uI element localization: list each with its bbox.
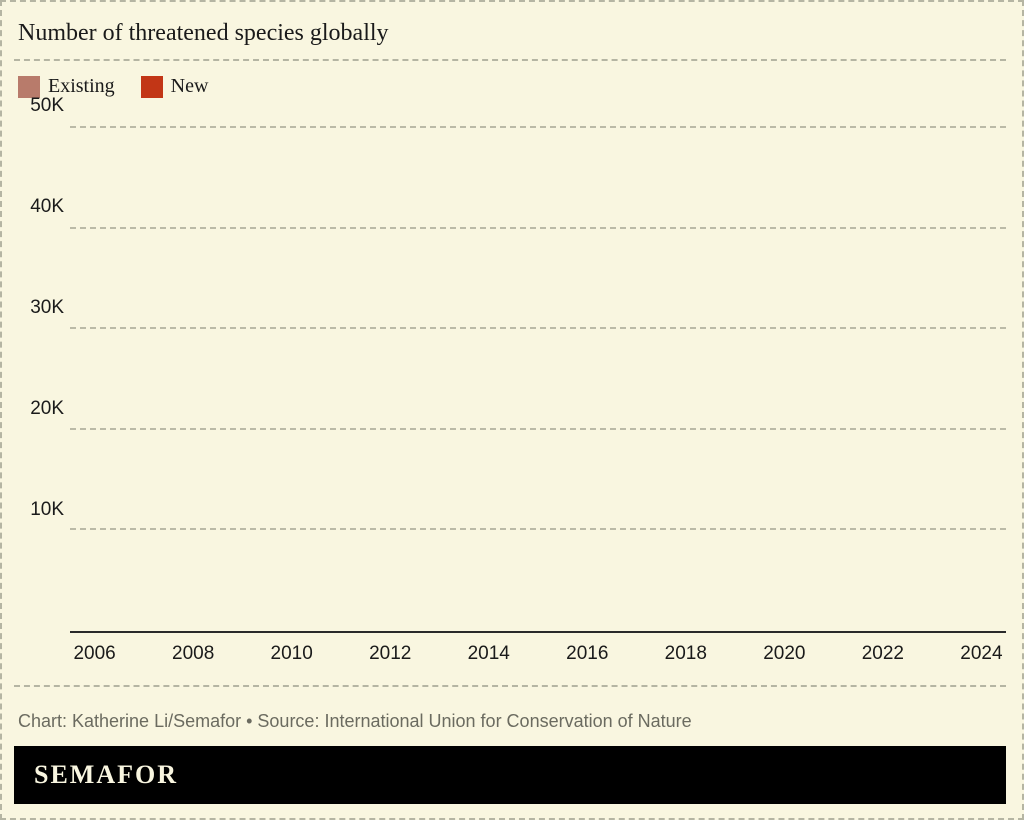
x-tick-label: 2014: [464, 643, 513, 665]
x-tick-label: 2024: [957, 643, 1006, 665]
x-tick-label: 2006: [70, 643, 119, 665]
bar-slot: [415, 108, 464, 631]
legend-swatch-new: [141, 76, 163, 98]
x-tick-label: 2022: [858, 643, 907, 665]
grid-line: [70, 528, 1006, 530]
x-tick-label: [908, 643, 957, 665]
bar-slot: [955, 108, 1004, 631]
bar-slot: [759, 108, 808, 631]
legend-item-new: New: [141, 75, 209, 98]
bar-slot: [170, 108, 219, 631]
x-tick-label: 2008: [169, 643, 218, 665]
legend-label-new: New: [171, 75, 209, 98]
bar-slot: [612, 108, 661, 631]
bar-slot: [710, 108, 759, 631]
bar-slot: [513, 108, 562, 631]
grid-line: [70, 428, 1006, 430]
bar-slot: [857, 108, 906, 631]
x-tick-label: [710, 643, 759, 665]
brand-wordmark: SEMAFOR: [34, 760, 178, 789]
x-tick-label: 2010: [267, 643, 316, 665]
grid-line: [70, 227, 1006, 229]
grid-line: [70, 327, 1006, 329]
bar-slot: [562, 108, 611, 631]
x-tick-label: 2018: [661, 643, 710, 665]
chart-title: Number of threatened species globally: [18, 20, 1006, 47]
grid-line: [70, 126, 1006, 128]
bar-slot: [906, 108, 955, 631]
x-tick-label: [218, 643, 267, 665]
x-tick-label: 2012: [366, 643, 415, 665]
x-tick-label: [119, 643, 168, 665]
x-tick-label: [316, 643, 365, 665]
bar-slot: [317, 108, 366, 631]
credit-line: Chart: Katherine Li/Semafor • Source: In…: [18, 711, 1006, 732]
chart-area: 10K20K30K40K50K 200620082010201220142016…: [14, 108, 1006, 665]
divider: [14, 59, 1006, 61]
legend: Existing New: [18, 75, 1006, 98]
y-tick-label: 40K: [30, 196, 64, 218]
bars-container: [70, 108, 1006, 631]
x-axis: 2006 2008 2010 2012 2014 2016 2018 2020 2022 2024: [70, 633, 1006, 665]
bar-slot: [661, 108, 710, 631]
bar-slot: [808, 108, 857, 631]
x-tick-label: [415, 643, 464, 665]
x-tick-label: 2020: [760, 643, 809, 665]
bar-slot: [219, 108, 268, 631]
y-tick-label: 50K: [30, 95, 64, 117]
bar-slot: [268, 108, 317, 631]
legend-swatch-existing: [18, 76, 40, 98]
x-tick-label: [513, 643, 562, 665]
plot: [70, 108, 1006, 633]
chart-card: Number of threatened species globally Ex…: [0, 0, 1024, 820]
y-axis: 10K20K30K40K50K: [14, 108, 70, 633]
bar-slot: [72, 108, 121, 631]
brand-bar: SEMAFOR: [14, 746, 1006, 804]
bar-slot: [464, 108, 513, 631]
x-tick-label: [612, 643, 661, 665]
y-tick-label: 30K: [30, 297, 64, 319]
divider: [14, 685, 1006, 687]
x-tick-label: 2016: [563, 643, 612, 665]
x-tick-label: [809, 643, 858, 665]
y-tick-label: 10K: [30, 499, 64, 521]
plot-row: 10K20K30K40K50K: [14, 108, 1006, 633]
y-tick-label: 20K: [30, 398, 64, 420]
bar-slot: [366, 108, 415, 631]
bar-slot: [121, 108, 170, 631]
